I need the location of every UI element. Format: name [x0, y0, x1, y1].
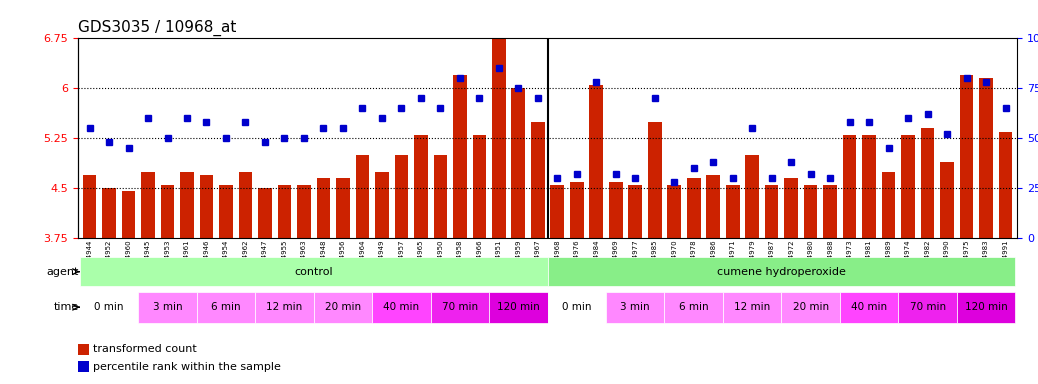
FancyBboxPatch shape	[80, 292, 138, 323]
Text: 40 min: 40 min	[383, 302, 419, 312]
Bar	[78, 344, 89, 355]
Bar	[921, 128, 934, 238]
FancyBboxPatch shape	[138, 292, 197, 323]
Bar	[258, 188, 272, 238]
Bar	[863, 135, 876, 238]
Bar	[434, 155, 447, 238]
Text: agent: agent	[47, 266, 79, 277]
FancyBboxPatch shape	[722, 292, 782, 323]
Text: cumene hydroperoxide: cumene hydroperoxide	[717, 266, 846, 277]
Bar	[707, 175, 720, 238]
FancyBboxPatch shape	[373, 292, 431, 323]
Bar	[317, 178, 330, 238]
Bar	[102, 188, 116, 238]
Bar	[667, 185, 681, 238]
Bar	[141, 172, 155, 238]
Bar	[609, 182, 623, 238]
Bar	[843, 135, 856, 238]
Text: 0 min: 0 min	[94, 302, 124, 312]
Text: 0 min: 0 min	[562, 302, 592, 312]
Text: percentile rank within the sample: percentile rank within the sample	[92, 362, 280, 372]
FancyBboxPatch shape	[548, 257, 1015, 286]
FancyBboxPatch shape	[548, 292, 606, 323]
FancyBboxPatch shape	[606, 292, 664, 323]
Bar	[492, 38, 506, 238]
FancyBboxPatch shape	[489, 292, 548, 323]
Bar	[531, 122, 545, 238]
Text: 12 min: 12 min	[267, 302, 302, 312]
Bar	[882, 172, 896, 238]
Text: transformed count: transformed count	[92, 344, 196, 354]
Text: time: time	[54, 302, 79, 312]
Bar	[453, 75, 467, 238]
Text: GDS3035 / 10968_at: GDS3035 / 10968_at	[78, 20, 237, 36]
Bar	[940, 162, 954, 238]
FancyBboxPatch shape	[80, 257, 548, 286]
Text: 20 min: 20 min	[325, 302, 361, 312]
FancyBboxPatch shape	[197, 292, 255, 323]
Bar	[823, 185, 837, 238]
Bar	[979, 78, 993, 238]
FancyBboxPatch shape	[664, 292, 722, 323]
Bar	[375, 172, 388, 238]
Text: 120 min: 120 min	[497, 302, 540, 312]
Bar	[803, 185, 818, 238]
Text: 20 min: 20 min	[793, 302, 828, 312]
FancyBboxPatch shape	[431, 292, 489, 323]
Bar	[121, 192, 135, 238]
Text: 70 min: 70 min	[909, 302, 946, 312]
Text: 3 min: 3 min	[621, 302, 650, 312]
Text: 12 min: 12 min	[734, 302, 770, 312]
Bar	[765, 185, 778, 238]
Bar	[745, 155, 759, 238]
FancyBboxPatch shape	[255, 292, 313, 323]
Bar	[960, 75, 974, 238]
FancyBboxPatch shape	[840, 292, 898, 323]
Bar	[83, 175, 97, 238]
FancyBboxPatch shape	[898, 292, 957, 323]
Bar	[472, 135, 486, 238]
Bar	[550, 185, 564, 238]
Text: 40 min: 40 min	[851, 302, 887, 312]
Bar	[901, 135, 914, 238]
Text: 6 min: 6 min	[211, 302, 241, 312]
Text: 120 min: 120 min	[964, 302, 1008, 312]
Bar	[239, 172, 252, 238]
Bar	[297, 185, 310, 238]
Bar	[648, 122, 661, 238]
Bar	[78, 361, 89, 372]
Text: 3 min: 3 min	[153, 302, 183, 312]
Bar	[161, 185, 174, 238]
Bar	[628, 185, 643, 238]
Bar	[570, 182, 583, 238]
Text: 70 min: 70 min	[442, 302, 477, 312]
Text: 6 min: 6 min	[679, 302, 709, 312]
Bar	[394, 155, 408, 238]
Bar	[999, 132, 1012, 238]
Bar	[726, 185, 739, 238]
Bar	[219, 185, 233, 238]
FancyBboxPatch shape	[782, 292, 840, 323]
Bar	[199, 175, 213, 238]
Bar	[181, 172, 194, 238]
Bar	[414, 135, 428, 238]
Bar	[336, 178, 350, 238]
Bar	[356, 155, 370, 238]
FancyBboxPatch shape	[957, 292, 1015, 323]
Bar	[277, 185, 292, 238]
Bar	[590, 85, 603, 238]
FancyBboxPatch shape	[313, 292, 373, 323]
Bar	[687, 178, 701, 238]
Text: control: control	[295, 266, 333, 277]
Bar	[785, 178, 798, 238]
Bar	[512, 88, 525, 238]
